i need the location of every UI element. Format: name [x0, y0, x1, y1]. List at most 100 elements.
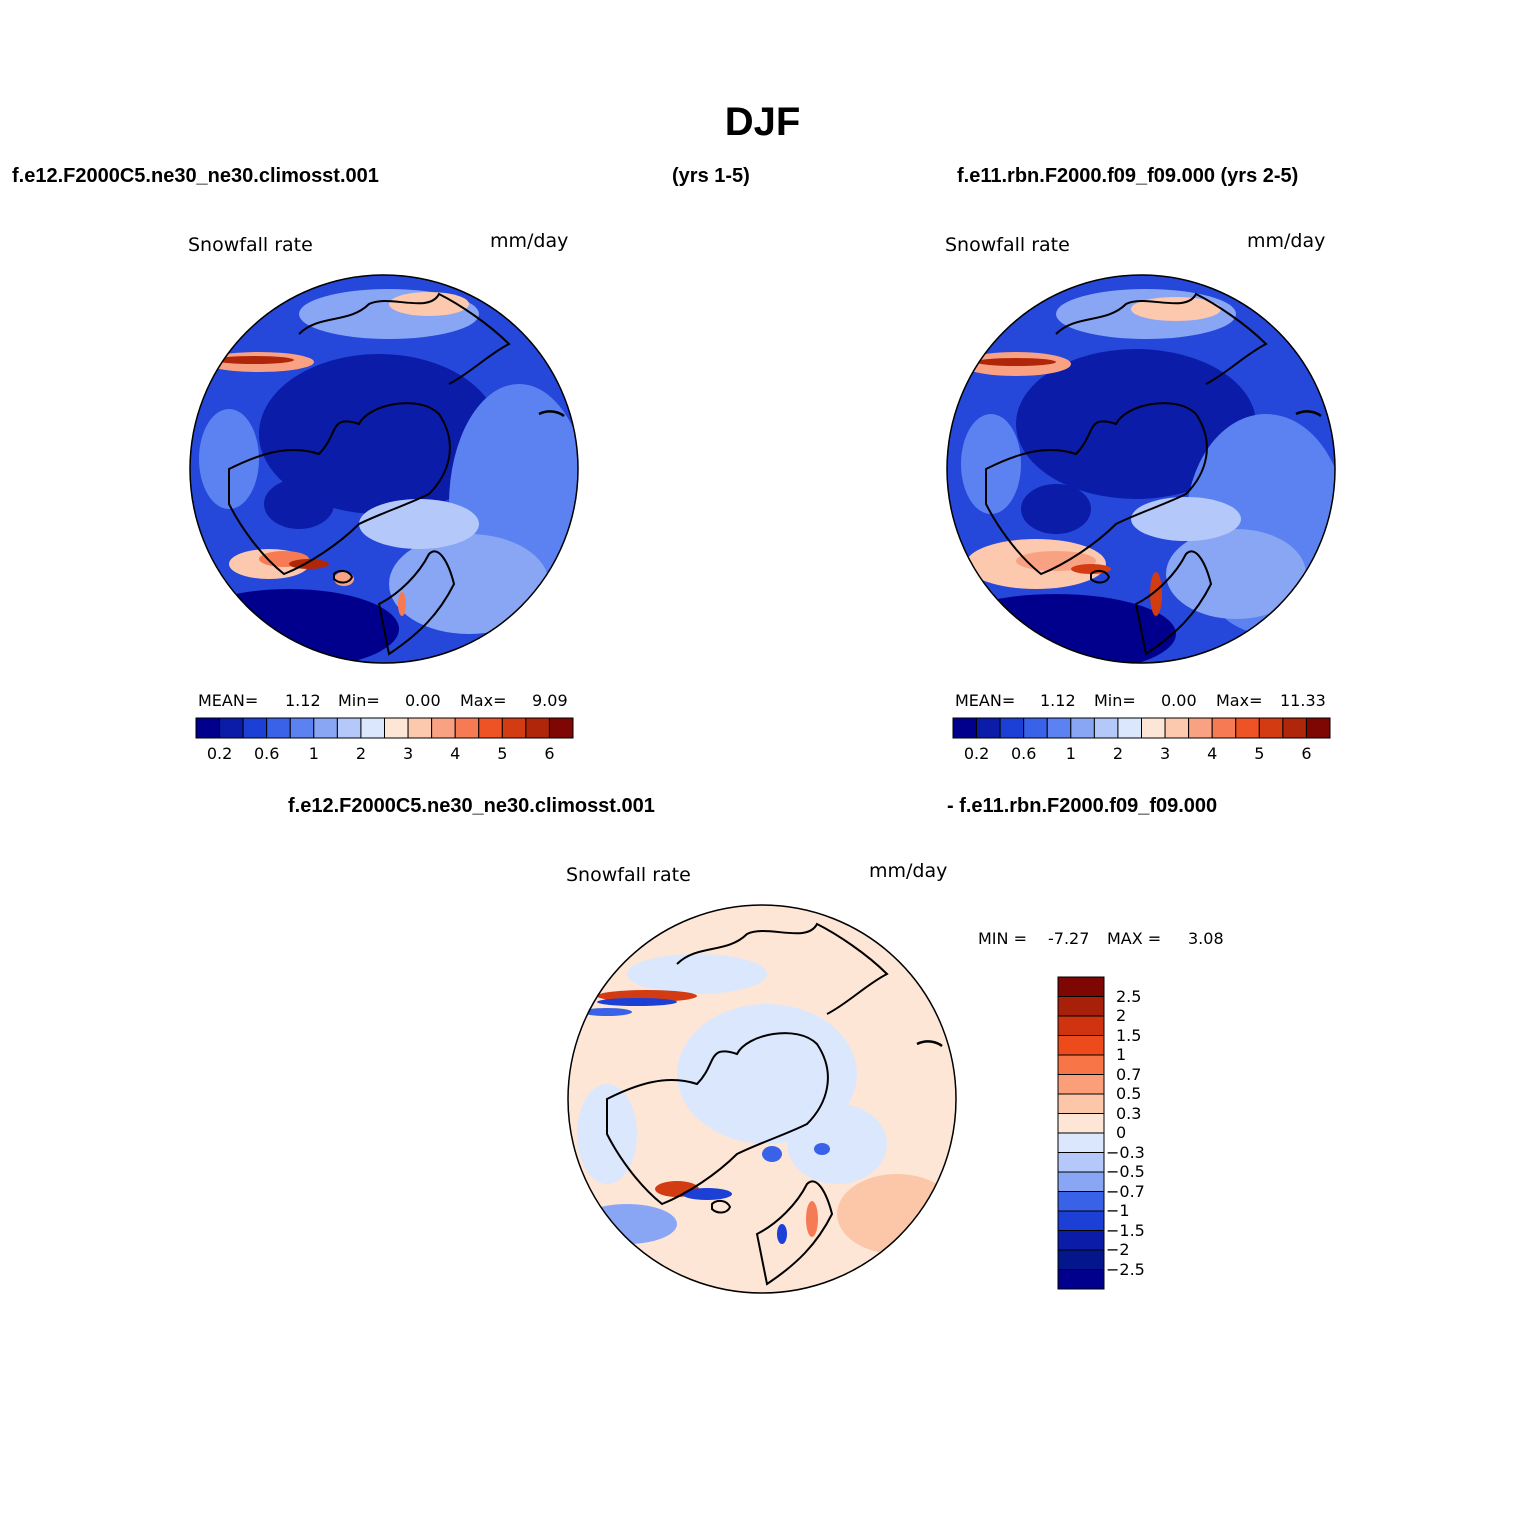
diff-max: 3.08	[1188, 929, 1224, 948]
colorbar-swatch	[1188, 717, 1213, 739]
colorbar-swatch	[407, 717, 433, 739]
colorbar-tick-label: 0	[1116, 1123, 1127, 1142]
colorbar-swatch	[1057, 1035, 1105, 1056]
diff-min: -7.27	[1048, 929, 1090, 948]
colorbar-tick-label: 5	[497, 744, 508, 763]
colorbar-swatch	[1141, 717, 1166, 739]
colorbar-tick-label: −1.5	[1106, 1220, 1145, 1240]
colorbar-swatch	[219, 717, 244, 739]
colorbar-b	[952, 717, 1331, 739]
colorbar-swatch	[1057, 1132, 1105, 1153]
colorbar-tick-label: 0.3	[1116, 1103, 1142, 1123]
colorbar-swatch	[454, 717, 480, 739]
colorbar-swatch	[1057, 1269, 1105, 1290]
colorbar-swatch	[1057, 1054, 1105, 1075]
diff-max-label: MAX =	[1107, 929, 1162, 948]
diff-units: mm/day	[869, 860, 948, 882]
diff-min-label: MIN =	[978, 929, 1027, 948]
colorbar-swatch	[289, 717, 315, 739]
map-panel-a	[189, 274, 579, 664]
colorbar-swatch	[548, 717, 574, 739]
colorbar-tick-label: 6	[1301, 744, 1312, 763]
panel-a-min-label: Min=	[338, 691, 380, 710]
colorbar-swatch	[1057, 1152, 1105, 1173]
colorbar-swatch	[1057, 1093, 1105, 1114]
colorbar-swatch	[1057, 996, 1105, 1017]
colorbar-swatch	[1070, 717, 1095, 739]
panel-a-max-label: Max=	[460, 691, 507, 710]
panel-a-min: 0.00	[405, 691, 441, 710]
case-a-name: f.e12.F2000C5.ne30_ne30.climosst.001	[12, 165, 379, 187]
colorbar-tick-label: 3	[1159, 744, 1171, 763]
colorbar-swatch	[1164, 717, 1190, 739]
panel-a-units: mm/day	[490, 230, 569, 252]
colorbar-swatch	[952, 717, 978, 739]
panel-a-max: 9.09	[532, 691, 568, 710]
colorbar-tick-label: 2	[1112, 744, 1124, 763]
colorbar-tick-label: 0.2	[963, 744, 990, 763]
case-a-years: (yrs 1-5)	[672, 165, 750, 187]
colorbar-tick-label: −2	[1106, 1240, 1130, 1259]
colorbar-tick-label: 6	[544, 744, 555, 763]
colorbar-swatch	[1211, 717, 1237, 739]
colorbar-swatch	[1057, 976, 1105, 997]
colorbar-swatch	[1057, 1230, 1105, 1251]
panel-b-max-label: Max=	[1216, 691, 1263, 710]
page-title: DJF	[724, 100, 801, 144]
map-panel-diff	[567, 904, 957, 1294]
panel-b-min-label: Min=	[1094, 691, 1136, 710]
panel-a-mean-label: MEAN=	[198, 691, 259, 710]
colorbar-swatch	[1023, 717, 1048, 739]
colorbar-swatch	[1057, 1171, 1105, 1192]
colorbar-tick-label: 0.2	[206, 744, 233, 763]
panel-b-min: 0.00	[1161, 691, 1197, 710]
colorbar-swatch	[1305, 717, 1331, 739]
colorbar-tick-label: 1.5	[1116, 1025, 1142, 1045]
colorbar-swatch	[1057, 1210, 1105, 1231]
colorbar-swatch	[313, 717, 338, 739]
colorbar-swatch	[1057, 1249, 1105, 1270]
case-b-name: f.e11.rbn.F2000.f09_f09.000 (yrs 2-5)	[957, 165, 1299, 187]
diff-header-right: - f.e11.rbn.F2000.f09_f09.000	[947, 795, 1218, 817]
colorbar-swatch	[384, 717, 409, 739]
colorbar-tick-label: −0.5	[1106, 1162, 1145, 1181]
diff-variable: Snowfall rate	[566, 864, 691, 886]
colorbar-tick-label: 0.6	[1010, 744, 1037, 763]
colorbar-swatch	[242, 717, 268, 739]
colorbar-swatch	[1093, 717, 1119, 739]
colorbar-tick-label: −2.5	[1106, 1259, 1145, 1279]
colorbar-swatch	[1057, 1015, 1105, 1036]
colorbar-tick-label: −1	[1106, 1201, 1130, 1220]
map-panel-b	[946, 274, 1336, 664]
colorbar-swatch	[266, 717, 291, 739]
colorbar-tick-label: 0.5	[1116, 1084, 1142, 1103]
colorbar-tick-label: 1	[1116, 1045, 1127, 1064]
colorbar-swatch	[1046, 717, 1072, 739]
colorbar-swatch	[1057, 1074, 1105, 1095]
diff-header-left: f.e12.F2000C5.ne30_ne30.climosst.001	[288, 795, 655, 817]
panel-b-variable: Snowfall rate	[945, 234, 1070, 256]
colorbar-tick-label: 1	[1065, 744, 1076, 763]
colorbar-diff	[1057, 976, 1105, 1290]
colorbar-swatch	[1057, 1191, 1105, 1212]
colorbar-swatch	[976, 717, 1001, 739]
colorbar-swatch	[1235, 717, 1260, 739]
colorbar-swatch	[525, 717, 550, 739]
panel-b-mean: 1.12	[1040, 691, 1076, 710]
colorbar-a	[195, 717, 574, 739]
colorbar-swatch	[195, 717, 221, 739]
colorbar-tick-label: 2	[355, 744, 367, 763]
panel-a-variable: Snowfall rate	[188, 234, 313, 256]
colorbar-tick-label: −0.7	[1106, 1181, 1145, 1201]
colorbar-swatch	[1057, 1113, 1105, 1134]
panel-b-max: 11.33	[1280, 691, 1326, 710]
colorbar-swatch	[999, 717, 1025, 739]
colorbar-swatch	[478, 717, 503, 739]
colorbar-swatch	[1282, 717, 1307, 739]
colorbar-tick-label: 2	[1116, 1006, 1127, 1025]
colorbar-tick-label: 0.7	[1116, 1064, 1142, 1084]
colorbar-tick-label: 4	[1207, 744, 1218, 763]
colorbar-swatch	[360, 717, 385, 739]
colorbar-swatch	[431, 717, 456, 739]
colorbar-swatch	[1258, 717, 1284, 739]
